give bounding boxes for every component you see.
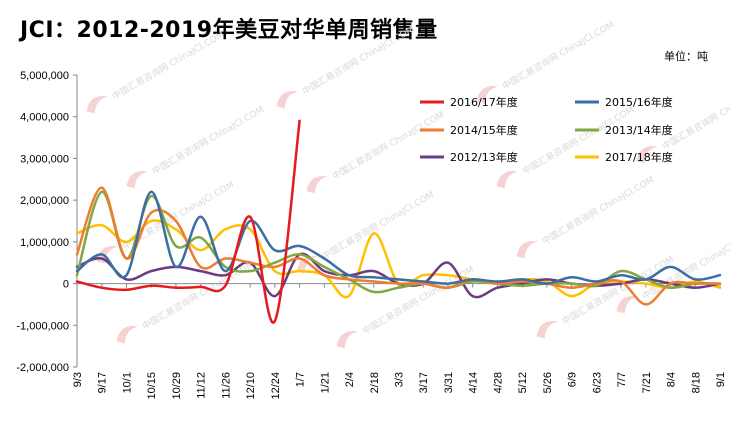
watermark-text: 中国汇易咨询网 ChinaJCI.COM [540, 173, 656, 247]
watermark-logo-icon [496, 171, 518, 189]
x-tick-label: 12/24 [270, 372, 282, 400]
watermark-text: 中国汇易咨询网 ChinaJCI.COM [500, 18, 616, 92]
x-tick-label: 7/7 [616, 372, 628, 387]
x-tick-label: 9/3 [72, 372, 84, 387]
watermark-text: 中国汇易咨询网 ChinaJCI.COM [320, 188, 436, 262]
x-tick-label: 9/1 [715, 372, 727, 387]
x-tick-label: 8/18 [690, 372, 702, 393]
series-line-2 [75, 186, 722, 306]
watermark-text: 中国汇易咨询网 ChinaJCI.COM [300, 23, 416, 97]
watermark-logo-icon [336, 331, 358, 349]
x-tick-label: 9/17 [97, 372, 109, 393]
x-tick-label: 6/23 [591, 372, 603, 393]
watermark-text: 中国汇易咨询网 ChinaJCI.COM [150, 103, 266, 177]
watermark: 中国汇易咨询网 ChinaJCI.COM [86, 28, 226, 114]
legend-label: 2015/16年度 [605, 95, 673, 109]
legend-label: 2017/18年度 [605, 150, 673, 164]
watermark-layer: 中国汇易咨询网 ChinaJCI.COM 中国汇易咨询网 ChinaJCI.COM… [86, 18, 730, 349]
x-tick-label: 3/31 [443, 372, 455, 393]
y-tick-label: 4,000,000 [20, 112, 69, 124]
unit-label: 单位：吨 [664, 50, 708, 63]
y-tick-label: 0 [63, 279, 69, 291]
series-line-1 [75, 190, 722, 285]
legend-label: 2014/15年度 [450, 123, 518, 137]
y-tick-label: 3,000,000 [20, 153, 69, 165]
x-tick-label: 7/21 [641, 372, 653, 393]
x-tick-label: 2/18 [369, 372, 381, 393]
y-tick-label: -2,000,000 [16, 362, 69, 374]
watermark-text: 中国汇易咨询网 ChinaJCI.COM [520, 103, 636, 177]
x-tick-label: 10/15 [146, 372, 158, 400]
watermark-logo-icon [536, 321, 558, 339]
watermark-logo-icon [476, 86, 498, 104]
x-tick-label: 1/21 [319, 372, 331, 393]
y-tick-label: 2,000,000 [20, 195, 69, 207]
watermark-logo-icon [126, 171, 148, 189]
x-tick-label: 3/3 [394, 372, 406, 387]
series-line-0 [75, 119, 301, 324]
x-tick-label: 2/4 [344, 372, 356, 387]
watermark: 中国汇易咨询网 ChinaJCI.COM [496, 103, 636, 189]
watermark-logo-icon [86, 96, 108, 114]
x-tick-label: 12/10 [245, 372, 257, 400]
x-tick-label: 11/12 [196, 372, 208, 399]
watermark-text: 中国汇易咨询网 ChinaJCI.COM [110, 28, 226, 102]
watermark-text: 中国汇易咨询网 ChinaJCI.COM [660, 78, 730, 152]
watermark-logo-icon [306, 176, 328, 194]
y-tick-label: 5,000,000 [20, 70, 69, 82]
chart-title: JCI：2012-2019年美豆对华单周销售量 [20, 18, 438, 43]
x-tick-label: 4/14 [468, 372, 480, 393]
watermark: 中国汇易咨询网 ChinaJCI.COM [276, 23, 416, 109]
legend-label: 2016/17年度 [450, 95, 518, 109]
legend-label: 2013/14年度 [605, 123, 673, 137]
x-tick-label: 10/29 [171, 372, 183, 400]
watermark: 中国汇易咨询网 ChinaJCI.COM [126, 103, 266, 189]
y-tick-label: 1,000,000 [20, 237, 69, 249]
watermark: 中国汇易咨询网 ChinaJCI.COM [476, 18, 616, 104]
x-tick-label: 5/12 [517, 372, 529, 393]
x-tick-label: 1/7 [295, 372, 307, 387]
watermark-logo-icon [516, 241, 538, 259]
x-tick-label: 8/4 [666, 372, 678, 387]
x-tick-label: 4/28 [492, 372, 504, 393]
x-tick-label: 11/26 [220, 372, 232, 399]
watermark-text: 中国汇易咨询网 ChinaJCI.COM [330, 108, 446, 182]
watermark-logo-icon [276, 91, 298, 109]
y-tick-label: -1,000,000 [16, 320, 69, 332]
watermark: 中国汇易咨询网 ChinaJCI.COM [306, 108, 446, 194]
x-tick-label: 5/26 [542, 372, 554, 393]
legend-label: 2012/13年度 [450, 150, 518, 164]
x-tick-label: 6/9 [567, 372, 579, 387]
y-axis: 5,000,000 4,000,000 3,000,000 2,000,000 1,00… [16, 70, 78, 374]
watermark-logo-icon [616, 296, 638, 314]
legend: 2016/17年度 2015/16年度 2014/15年度 2013/14年度 2012… [420, 95, 673, 164]
x-tick-label: 3/17 [418, 372, 430, 393]
watermark-logo-icon [636, 146, 658, 164]
series-line-3 [75, 190, 722, 294]
series-lines [75, 119, 722, 324]
watermark-logo-icon [116, 326, 138, 344]
watermark: 中国汇易咨询网 ChinaJCI.COM [516, 173, 656, 259]
x-tick-label: 10/1 [121, 372, 133, 393]
